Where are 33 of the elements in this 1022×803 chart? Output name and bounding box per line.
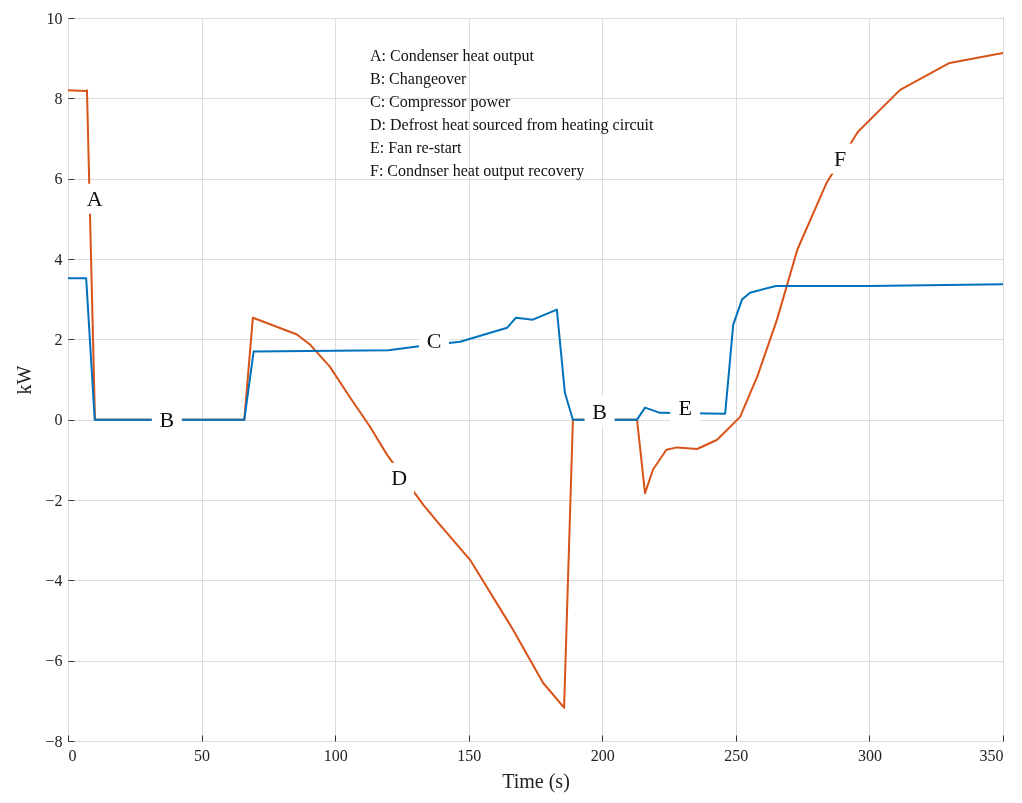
x-tick-label: 150 bbox=[457, 746, 482, 764]
annotation: C: Compressor power bbox=[370, 93, 512, 111]
annotation: B bbox=[159, 406, 175, 432]
y-tick-label: −2 bbox=[45, 491, 63, 509]
annotation: A: Condenser heat output bbox=[370, 47, 535, 65]
x-axis-title: Time (s) bbox=[502, 769, 570, 793]
x-tick-label: 250 bbox=[724, 746, 749, 764]
x-tick-label: 0 bbox=[68, 746, 77, 764]
annotation: E bbox=[678, 394, 692, 420]
x-tick-label: 200 bbox=[590, 746, 615, 764]
x-tick-label: 300 bbox=[857, 746, 882, 764]
y-tick-label: −8 bbox=[45, 732, 63, 750]
annotation: F bbox=[833, 145, 847, 171]
annotation: A bbox=[86, 185, 103, 211]
annotation: F: Condnser heat output recovery bbox=[370, 162, 585, 180]
annotation: D bbox=[391, 464, 408, 490]
y-tick-label: −4 bbox=[45, 571, 63, 589]
y-tick-label: 8 bbox=[54, 89, 63, 107]
y-tick-label: 6 bbox=[54, 170, 63, 188]
x-tick-label: 50 bbox=[194, 746, 211, 764]
annotation: E: Fan re-start bbox=[370, 139, 463, 156]
annotation: B: Changeover bbox=[370, 70, 468, 88]
annotation: B bbox=[592, 398, 607, 424]
y-tick-label: 4 bbox=[54, 250, 63, 268]
x-tick-label: 100 bbox=[323, 746, 348, 764]
y-tick-label: 0 bbox=[54, 411, 63, 429]
y-axis-title: kW bbox=[13, 365, 36, 395]
x-tick-label: 350 bbox=[979, 746, 1004, 764]
annotation: C bbox=[426, 328, 442, 354]
y-tick-label: 2 bbox=[54, 330, 63, 348]
annotation: D: Defrost heat sourced from heating circuit bbox=[370, 116, 655, 134]
y-tick-label: 10 bbox=[46, 9, 63, 27]
y-tick-label: −6 bbox=[45, 652, 63, 670]
